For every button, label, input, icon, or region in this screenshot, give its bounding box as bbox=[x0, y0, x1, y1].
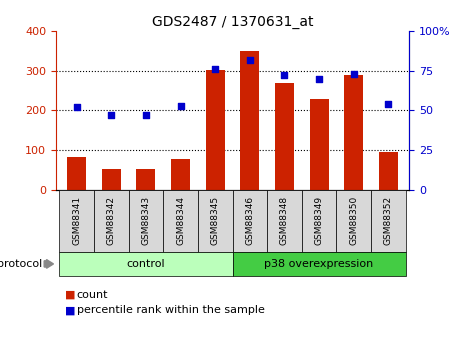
Text: GSM88352: GSM88352 bbox=[384, 196, 393, 245]
Point bbox=[281, 73, 288, 78]
Point bbox=[246, 57, 253, 62]
Bar bbox=[171, 159, 190, 190]
Text: percentile rank within the sample: percentile rank within the sample bbox=[77, 305, 265, 315]
Text: GSM88345: GSM88345 bbox=[211, 196, 219, 245]
Point bbox=[350, 71, 358, 77]
Bar bbox=[379, 152, 398, 190]
Bar bbox=[240, 51, 259, 190]
Text: p38 overexpression: p38 overexpression bbox=[265, 259, 374, 269]
Text: GSM88341: GSM88341 bbox=[72, 196, 81, 245]
Point bbox=[315, 76, 323, 81]
Bar bbox=[275, 82, 294, 190]
Point bbox=[385, 101, 392, 107]
Bar bbox=[310, 99, 329, 190]
Point bbox=[107, 112, 115, 118]
Text: GSM88342: GSM88342 bbox=[107, 196, 116, 245]
Text: ■: ■ bbox=[65, 305, 76, 315]
Bar bbox=[67, 157, 86, 190]
Point bbox=[73, 105, 80, 110]
Text: control: control bbox=[126, 259, 165, 269]
Text: GSM88343: GSM88343 bbox=[141, 196, 150, 245]
Text: GSM88348: GSM88348 bbox=[280, 196, 289, 245]
Text: protocol: protocol bbox=[0, 259, 42, 269]
Bar bbox=[344, 75, 363, 190]
Point bbox=[212, 66, 219, 72]
Title: GDS2487 / 1370631_at: GDS2487 / 1370631_at bbox=[152, 14, 313, 29]
Text: count: count bbox=[77, 290, 108, 300]
Point bbox=[142, 112, 150, 118]
Text: GSM88350: GSM88350 bbox=[349, 196, 358, 245]
Text: ■: ■ bbox=[65, 290, 76, 300]
Bar bbox=[136, 169, 155, 190]
Text: GSM88344: GSM88344 bbox=[176, 196, 185, 245]
Text: GSM88349: GSM88349 bbox=[315, 196, 324, 245]
Bar bbox=[206, 70, 225, 190]
Point bbox=[177, 103, 184, 108]
Bar bbox=[102, 169, 121, 190]
Text: GSM88346: GSM88346 bbox=[246, 196, 254, 245]
